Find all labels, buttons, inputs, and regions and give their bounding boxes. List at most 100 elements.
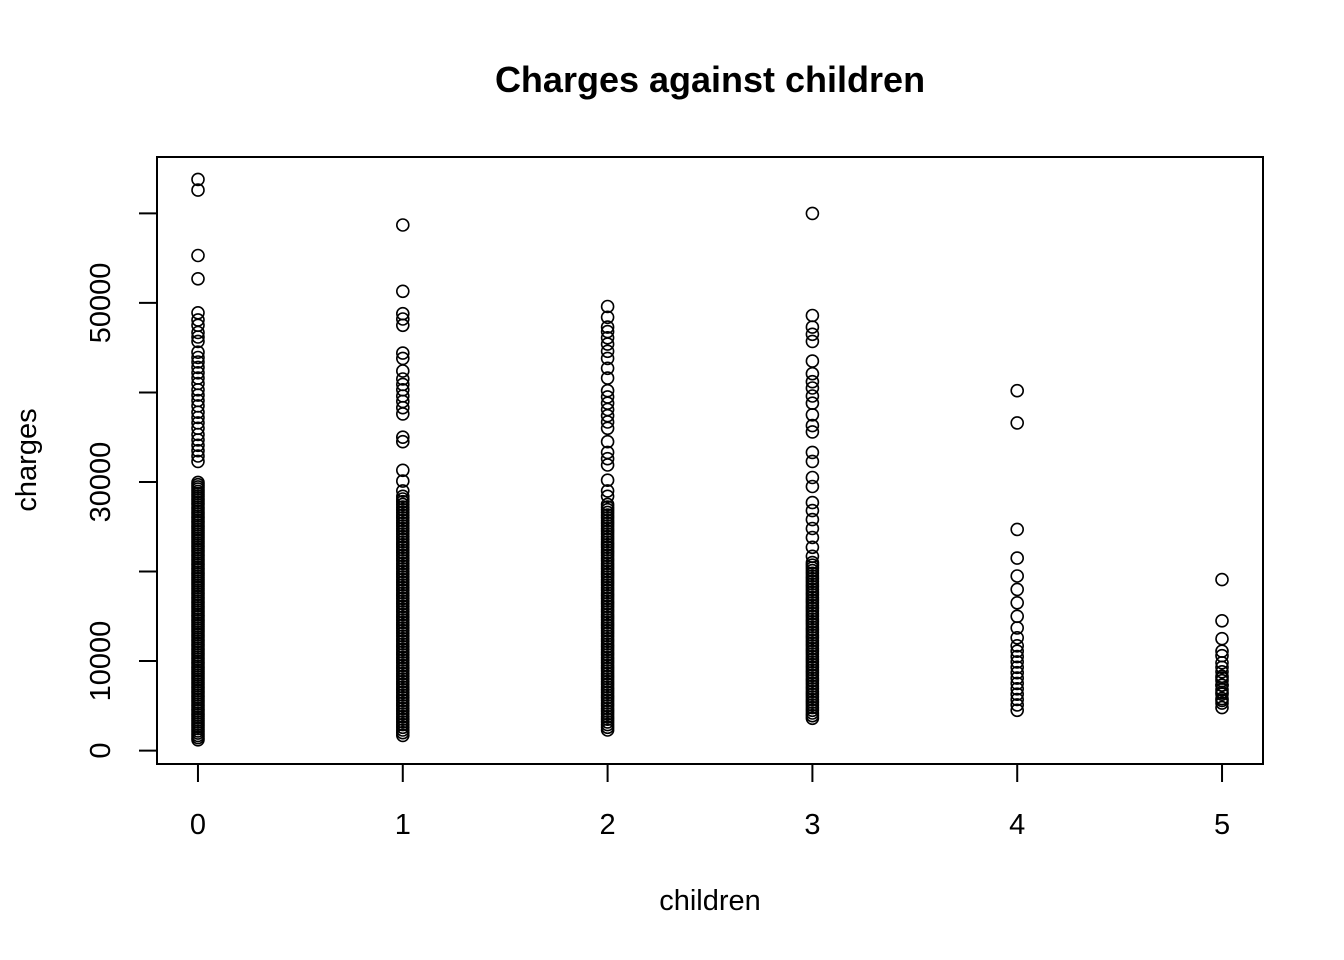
data-point	[395, 474, 410, 488]
data-point	[805, 555, 820, 570]
x-tick-label: 5	[1214, 809, 1230, 841]
data-point	[805, 374, 820, 389]
data-point	[805, 407, 820, 422]
data-point	[805, 334, 820, 349]
data-point	[1215, 687, 1229, 702]
data-point	[600, 497, 615, 512]
data-point	[805, 308, 820, 323]
data-point	[1010, 655, 1025, 669]
x-tick-label: 0	[190, 809, 206, 841]
data-point	[1215, 631, 1229, 646]
x-tick-label: 4	[1009, 809, 1025, 841]
data-point	[191, 427, 205, 442]
data-point	[395, 218, 410, 232]
data-point	[395, 434, 410, 449]
data-point	[600, 458, 615, 472]
data-point	[1215, 655, 1229, 670]
data-point	[600, 310, 615, 325]
data-point	[1215, 691, 1229, 706]
data-point	[1010, 609, 1025, 624]
y-tick-label: 0	[85, 743, 117, 759]
data-point	[1010, 698, 1025, 712]
data-point	[191, 345, 205, 360]
data-point	[600, 484, 615, 498]
data-point	[1010, 638, 1025, 653]
data-point	[395, 284, 410, 299]
data-point	[191, 355, 205, 369]
data-point	[1010, 671, 1025, 685]
data-point	[805, 418, 820, 433]
data-point	[805, 206, 820, 221]
data-point	[1215, 682, 1229, 697]
data-point	[805, 521, 820, 536]
data-point	[1010, 383, 1025, 398]
data-point	[1010, 522, 1025, 537]
data-point	[600, 344, 615, 359]
data-point	[1010, 644, 1025, 659]
data-point	[1010, 595, 1025, 610]
data-point	[600, 451, 615, 466]
data-point	[1215, 613, 1229, 628]
data-point	[805, 327, 820, 342]
data-point	[805, 503, 820, 518]
data-point	[395, 364, 410, 378]
x-axis: 0 1 2 3 4 5	[190, 763, 1230, 841]
data-point	[600, 434, 615, 449]
data-point	[191, 183, 205, 197]
data-point	[805, 425, 820, 439]
data-point	[395, 318, 410, 333]
data-point	[1010, 551, 1025, 565]
data-point	[805, 512, 820, 527]
data-point	[1010, 630, 1025, 645]
data-point	[600, 421, 615, 436]
data-point	[191, 360, 205, 375]
data-point	[805, 540, 820, 555]
chart-title: Charges against children	[495, 59, 925, 100]
data-point	[395, 346, 410, 360]
data-point	[600, 351, 615, 366]
data-point	[1010, 676, 1025, 691]
data-point	[1215, 673, 1229, 688]
data-point	[191, 388, 205, 402]
data-point	[1215, 572, 1229, 587]
data-point	[1010, 569, 1025, 583]
data-point	[191, 449, 205, 463]
data-point	[1215, 660, 1229, 675]
data-point	[191, 410, 205, 425]
y-tick-label: 50000	[85, 263, 117, 344]
data-point	[1010, 649, 1025, 664]
data-point	[805, 530, 820, 545]
data-point	[805, 445, 820, 460]
data-point	[191, 172, 205, 187]
data-point	[1010, 582, 1025, 597]
data-point	[191, 365, 205, 380]
data-point	[191, 438, 205, 453]
data-point	[600, 337, 615, 351]
data-point	[1215, 664, 1229, 679]
data-point	[395, 463, 410, 478]
data-point	[805, 381, 820, 395]
data-point	[395, 312, 410, 326]
data-point	[805, 396, 820, 411]
data-point	[805, 320, 820, 334]
x-tick-label: 1	[395, 809, 411, 841]
y-tick-label: 10000	[85, 621, 117, 702]
data-point	[395, 489, 410, 504]
data-point	[805, 470, 820, 485]
data-point	[1010, 416, 1025, 430]
data-point	[1010, 665, 1025, 680]
data-point	[191, 330, 205, 344]
data-point	[1010, 681, 1025, 696]
x-tick-label: 2	[600, 809, 616, 841]
data-point	[191, 382, 205, 397]
data-points	[191, 172, 1229, 747]
data-point	[600, 299, 615, 314]
data-point	[395, 407, 410, 421]
data-point	[600, 473, 615, 488]
data-point	[191, 305, 205, 320]
data-point	[805, 479, 820, 494]
y-axis-label: charges	[11, 408, 43, 511]
data-point	[1215, 669, 1229, 684]
data-point	[1010, 660, 1025, 675]
